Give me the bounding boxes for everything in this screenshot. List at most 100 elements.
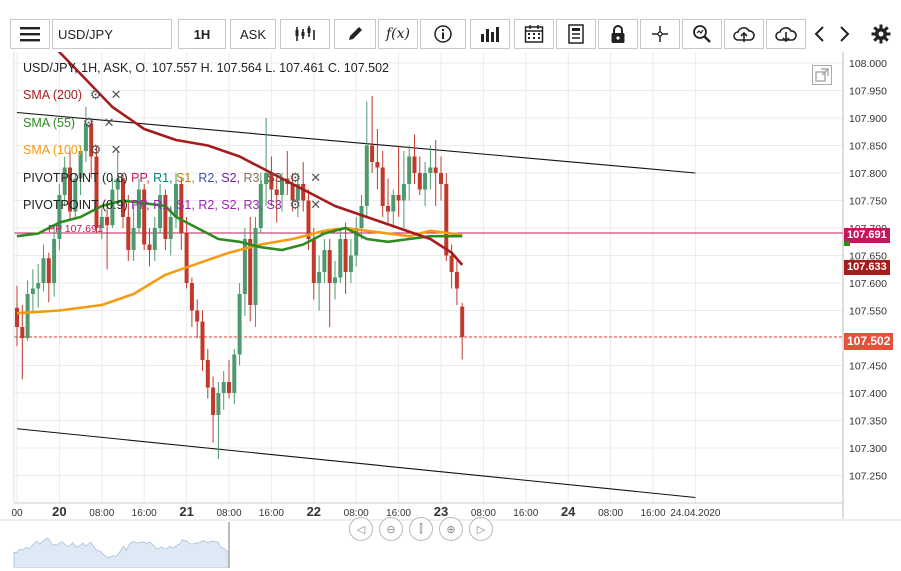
sma200-legend[interactable]: SMA (200) ⚙ ✕ (23, 87, 123, 103)
pivot1-close-icon[interactable]: ✕ (310, 170, 322, 185)
chart-area[interactable]: 108.000 107.950 107.900 107.850 107.800 107.7… (0, 7, 901, 569)
sma55-price-tag (844, 241, 850, 246)
draw-button[interactable] (334, 19, 376, 49)
candle-body (444, 184, 449, 256)
x-tick-label: 22 (307, 504, 321, 519)
sma55-gear-icon[interactable]: ⚙ (82, 115, 95, 130)
candle-body (30, 288, 35, 294)
lock-button[interactable] (598, 19, 638, 49)
crosshair-button[interactable] (640, 19, 680, 49)
triangle-right-icon: ▷ (476, 523, 486, 536)
pivot-level-4: S2, (221, 198, 244, 212)
price-type-selector[interactable]: ASK (230, 19, 276, 49)
pan-right-button[interactable]: ▷ (469, 517, 493, 541)
symbol-label: USD/JPY (58, 26, 113, 42)
pivot1-gear-icon[interactable]: ⚙ (289, 170, 302, 185)
reset-view-button[interactable]: ⫿ (409, 517, 433, 541)
pencil-icon (349, 27, 362, 40)
chart-type-button[interactable] (280, 19, 330, 49)
candle-body (57, 195, 62, 239)
calendar-icon (524, 25, 544, 43)
sma200-gear-icon[interactable]: ⚙ (89, 87, 102, 102)
sma100-label: SMA (100) (23, 143, 83, 157)
timeframe-selector[interactable]: 1H (178, 19, 226, 49)
x-tick-label: 08:00 (216, 508, 241, 519)
candle-body (115, 178, 120, 190)
candle-body (433, 167, 438, 173)
news-button[interactable] (556, 19, 596, 49)
candle-body (174, 184, 178, 217)
popout-icon (815, 68, 829, 82)
pivot2-gear-icon[interactable]: ⚙ (289, 197, 302, 212)
candle-body (62, 167, 67, 195)
candle-body (232, 354, 237, 393)
scroll-left-button[interactable] (806, 19, 832, 49)
sma55-label: SMA (55) (23, 116, 76, 130)
indicators-button[interactable]: f(x) (378, 19, 418, 49)
pivot-level-3: R2, (198, 198, 222, 212)
cloud-download-button[interactable] (766, 19, 806, 49)
pivot2-close-icon[interactable]: ✕ (310, 197, 322, 212)
y-tick-label: 107.450 (849, 361, 887, 373)
pivot1-legend[interactable]: PIVOTPOINT (0.8) PP, R1, S1, R2, S2, R3,… (23, 170, 323, 186)
price-type-label: ASK (239, 26, 266, 42)
pivot2-legend[interactable]: PIVOTPOINT (0.9) PP, R1, S1, R2, S2, R3,… (23, 197, 323, 213)
candle-body (83, 123, 88, 151)
pivot-level-6: S3 (266, 198, 286, 212)
sma55-close-icon[interactable]: ✕ (103, 115, 115, 130)
scroll-right-button[interactable] (832, 19, 858, 49)
price-chart[interactable]: 108.000 107.950 107.900 107.850 107.800 107.7… (0, 7, 901, 569)
candle-body (417, 173, 422, 190)
candle-body (375, 162, 380, 168)
candlestick-type-icon (295, 26, 315, 41)
sma100-gear-icon[interactable]: ⚙ (89, 142, 102, 157)
candle-body (412, 156, 417, 173)
candle-body (407, 156, 412, 184)
candle-body (295, 184, 300, 201)
y-tick-label: 107.600 (849, 278, 887, 290)
candle-body (306, 200, 311, 239)
trendline (16, 428, 696, 499)
pivot-level-0: PP, (131, 198, 154, 212)
candle-body (322, 250, 327, 272)
gear-icon (871, 24, 891, 44)
candle-body (439, 173, 443, 184)
sma200-close-icon[interactable]: ✕ (110, 87, 122, 102)
y-tick-label: 107.400 (849, 388, 887, 400)
y-tick-label: 107.900 (849, 113, 887, 125)
candle-body (121, 178, 125, 217)
pan-left-button[interactable]: ◁ (349, 517, 373, 541)
candle-body (380, 167, 385, 206)
sma100-close-icon[interactable]: ✕ (110, 142, 122, 157)
y-tick-label: 107.350 (849, 416, 887, 428)
pivot2-levels: PP, R1, S1, R2, S2, R3, S3 (131, 198, 285, 212)
candle-body (327, 250, 332, 283)
zoom-in-button[interactable]: ⊕ (439, 517, 463, 541)
candle-body (216, 393, 221, 415)
x-tick-label: 08:00 (344, 508, 369, 519)
candle-body (142, 189, 147, 245)
zoom-out-icon: ⊖ (386, 523, 396, 536)
symbol-selector[interactable]: USD/JPY (52, 19, 172, 49)
info-button[interactable] (420, 19, 466, 49)
candle-body (131, 228, 136, 250)
candle-body (105, 217, 110, 226)
popout-button[interactable] (812, 65, 832, 85)
pivot1-label: PIVOTPOINT (0.8) (23, 171, 128, 185)
candle-body (110, 189, 115, 226)
settings-button[interactable] (866, 19, 896, 49)
toolbar: USD/JPY 1H ASK f(x) (0, 0, 901, 49)
x-tick-label: 00 (11, 508, 23, 519)
sma55-legend[interactable]: SMA (55) ⚙ ✕ (23, 115, 116, 131)
menu-button[interactable] (10, 19, 50, 49)
calendar-button[interactable] (514, 19, 554, 49)
candle-body (386, 206, 390, 212)
y-tick-label: 107.250 (849, 471, 887, 483)
cloud-upload-button[interactable] (724, 19, 764, 49)
y-tick-label: 107.750 (849, 196, 887, 208)
zoom-out-button[interactable]: ⊖ (379, 517, 403, 541)
sma100-legend[interactable]: SMA (100) ⚙ ✕ (23, 142, 123, 158)
zoom-button[interactable] (682, 19, 722, 49)
candle-body (25, 294, 30, 338)
volume-button[interactable] (470, 19, 510, 49)
